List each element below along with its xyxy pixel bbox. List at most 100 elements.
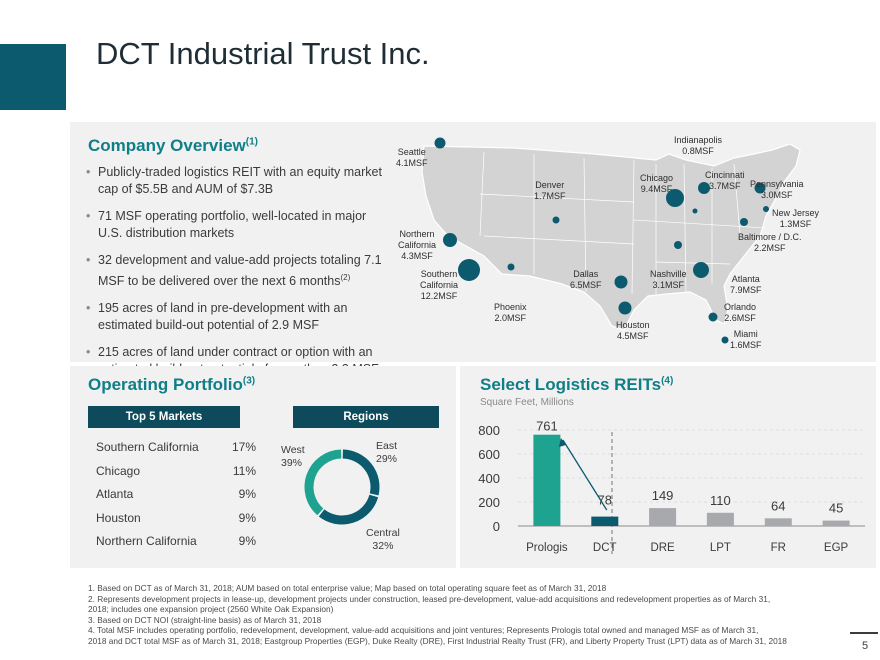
table-row: Chicago 11% <box>96 463 256 478</box>
x-tick-label-egp: EGP <box>824 542 849 554</box>
chart-ylabel: Square Feet, Millions <box>480 397 574 408</box>
map-label-cincinnati: Cincinnati 3.7MSF <box>705 170 745 191</box>
bullet-item: 195 acres of land in pre-development wit… <box>86 300 386 334</box>
footnote: 2018 and DCT total MSF as of March 31, 2… <box>88 635 787 646</box>
map-label-orlando: Orlando 2.6MSF <box>724 302 757 323</box>
map-label-seattle: Seattle 4.1MSF <box>396 147 428 168</box>
donut-segment-central <box>318 494 379 525</box>
value-label-egp: 45 <box>829 501 843 516</box>
map-label-atlanta: Atlanta 7.9MSF <box>730 274 762 295</box>
market-dot-new-jersey <box>763 206 769 212</box>
page-number: 5 <box>862 640 869 652</box>
market-dot-miami <box>721 336 729 344</box>
bar-egp <box>822 520 850 526</box>
map-label-southern-california: Southern California 12.2MSF <box>420 269 459 301</box>
market-dot-dallas <box>614 275 628 289</box>
y-tick-label: 600 <box>478 447 500 462</box>
bullet-item: 32 development and value-add projects to… <box>86 252 386 290</box>
top5-markets-table: Southern California 17% Chicago 11% Atlant… <box>96 440 256 558</box>
comparison-arrow <box>562 439 608 511</box>
company-overview-heading-text: Company Overview <box>88 136 246 155</box>
accent-block <box>0 44 66 110</box>
market-dot-nashville <box>674 241 682 249</box>
donut-segment-west <box>304 449 342 516</box>
map-label-phoenix: Phoenix 2.0MSF <box>494 302 527 323</box>
donut-segments <box>304 449 380 525</box>
footnotes: 1. Based on DCT as of March 31, 2018; AU… <box>88 583 808 646</box>
map-label-nashville: Nashville 3.1MSF <box>650 269 687 290</box>
map-label-new-jersey: New Jersey 1.3MSF <box>772 208 820 229</box>
market-dot-seattle <box>434 137 446 149</box>
us-market-map: Seattle 4.1MSF Northern California 4.3MSF S… <box>394 124 874 362</box>
map-label-baltimore-dc: Baltimore / D.C. 2.2MSF <box>738 232 802 253</box>
market-dot-phoenix <box>507 263 515 271</box>
operating-portfolio-heading: Operating Portfolio(3) <box>88 375 256 394</box>
region-label-east: East 29% <box>376 440 398 465</box>
value-label-dct: 78 <box>598 493 612 508</box>
market-dot-chicago <box>666 189 684 207</box>
y-tick-label: 800 <box>478 423 500 438</box>
footnote: 4. Total MSF includes operating portfoli… <box>88 625 759 635</box>
regions-header: Regions <box>293 406 439 428</box>
market-dot-houston <box>618 301 632 315</box>
market-dot-group <box>434 137 769 344</box>
map-label-northern-california: Northern California 4.3MSF <box>398 229 437 261</box>
table-row: Northern California 9% <box>96 534 256 549</box>
bar-dct <box>591 516 619 526</box>
market-dots <box>434 137 769 344</box>
bar-fr <box>764 518 792 526</box>
value-label-prologis: 761 <box>536 419 558 434</box>
reits-chart-panel <box>460 366 876 568</box>
bullet-item: 71 MSF operating portfolio, well-located… <box>86 208 386 242</box>
market-dot-southern-california <box>458 259 480 281</box>
table-row: Houston 9% <box>96 510 256 525</box>
table-row: Atlanta 9% <box>96 487 256 502</box>
x-tick-label-lpt: LPT <box>710 542 731 554</box>
donut-segment-east <box>342 449 380 496</box>
footnote: 1. Based on DCT as of March 31, 2018; AU… <box>88 583 607 593</box>
map-label-chicago: Chicago 9.4MSF <box>640 173 674 194</box>
market-dot-indianapolis <box>692 208 698 214</box>
footnote: 2018; includes one expansion project (25… <box>88 604 334 614</box>
top5-markets-header: Top 5 Markets <box>88 406 240 428</box>
market-dot-baltimore-dc <box>740 218 748 226</box>
reits-bar-chart: 0 200 400 600 800 761 Prologis 78 DCT 149 DRE 110 LP… <box>478 419 865 554</box>
value-label-dre: 149 <box>652 488 674 503</box>
footnote: 3. Based on DCT NOI (straight-line basis… <box>88 614 322 625</box>
x-tick-label-dct: DCT <box>593 542 617 554</box>
x-tick-label-dre: DRE <box>650 542 675 554</box>
chart-title: Select Logistics REITs(4) <box>480 375 674 394</box>
operating-portfolio-panel <box>70 366 456 568</box>
bar-lpt <box>706 512 734 526</box>
page-title: DCT Industrial Trust Inc. <box>96 36 430 71</box>
y-tick-label: 200 <box>478 495 500 510</box>
region-label-central: Central 32% <box>366 527 400 552</box>
market-dot-atlanta <box>693 262 709 278</box>
footnote: 2. Represents development projects in le… <box>88 593 771 604</box>
y-tick-label: 400 <box>478 471 500 486</box>
table-row: Southern California 17% <box>96 440 256 454</box>
x-tick-label-fr: FR <box>771 542 786 554</box>
market-dot-denver <box>552 216 560 224</box>
map-label-pennsylvania: Pennsylvania 3.0MSF <box>750 179 804 200</box>
y-tick-label: 0 <box>493 519 500 534</box>
company-overview-bullets: Publicly-traded logistics REIT with an e… <box>86 164 386 388</box>
value-label-lpt: 110 <box>710 493 731 508</box>
page-number-rule <box>850 632 878 634</box>
map-label-indianapolis: Indianapolis 0.8MSF <box>674 135 723 156</box>
market-dot-northern-california <box>443 233 457 247</box>
map-label-miami: Miami 1.6MSF <box>730 329 762 350</box>
bar-dre <box>649 508 677 526</box>
market-dot-cincinnati <box>698 182 710 194</box>
bar-prologis <box>533 434 561 526</box>
value-label-fr: 64 <box>771 498 785 513</box>
regions-donut-chart <box>304 449 380 525</box>
company-overview-heading: Company Overview(1) <box>88 136 258 156</box>
map-label-denver: Denver 1.7MSF <box>534 180 566 201</box>
map-label-houston: Houston 4.5MSF <box>616 320 650 341</box>
state-borders <box>479 151 767 295</box>
map-label-dallas: Dallas 6.5MSF <box>570 269 602 290</box>
bullet-item: Publicly-traded logistics REIT with an e… <box>86 164 386 198</box>
comparison-arrowhead <box>558 438 566 447</box>
market-dot-orlando <box>708 312 718 322</box>
